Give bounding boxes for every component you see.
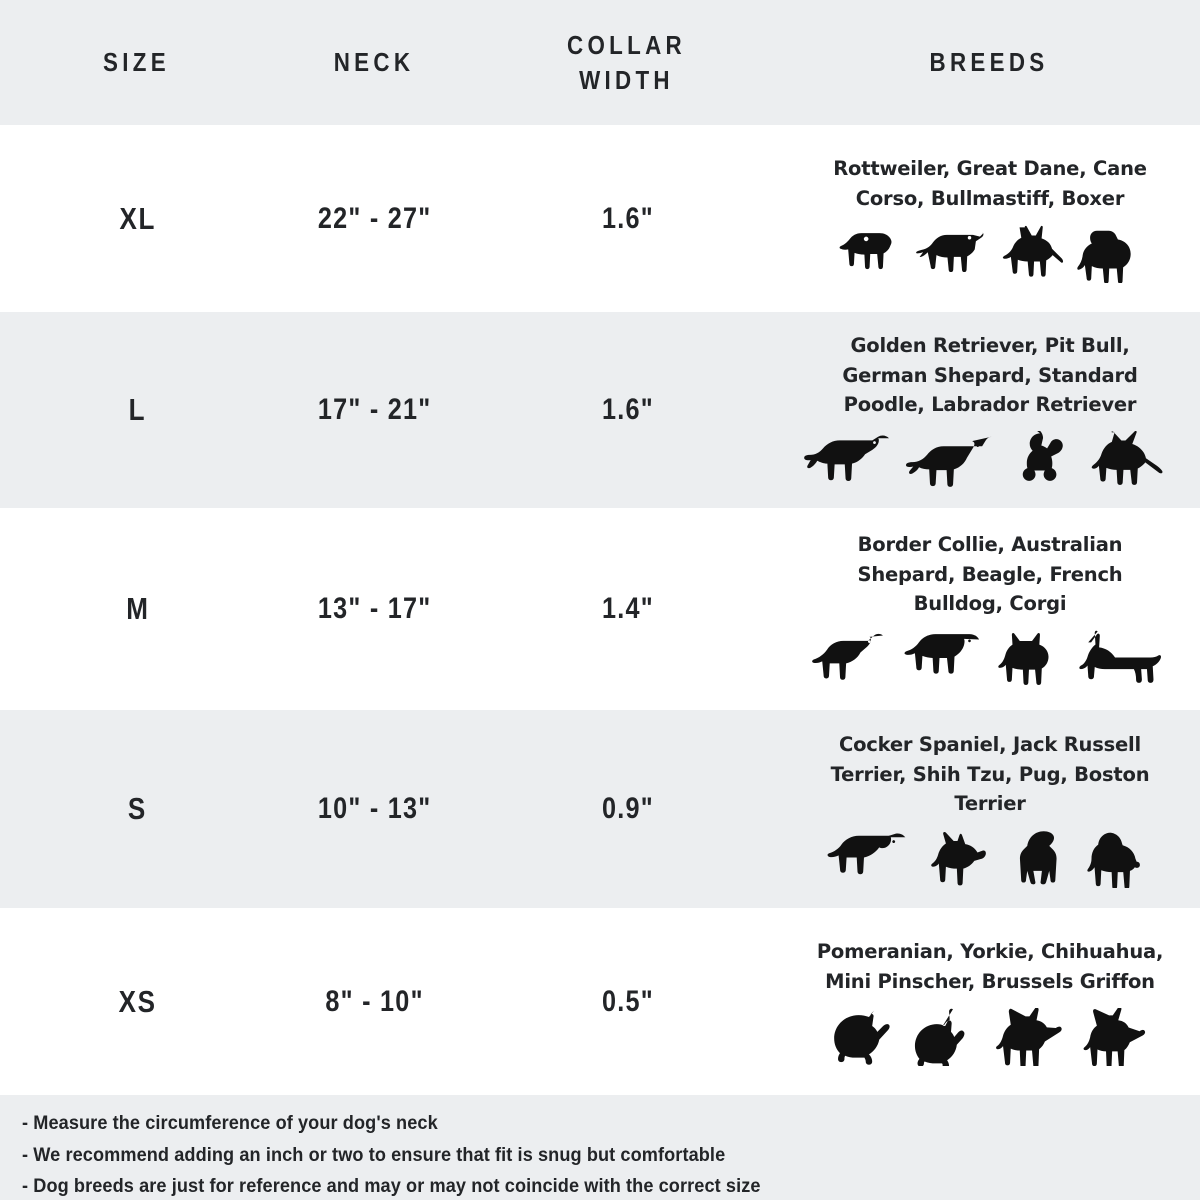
breeds-list: Pomeranian, Yorkie, Chihuahua, Mini Pins… (816, 940, 1164, 993)
chihuahua-silhouette-icon (994, 1007, 1071, 1066)
collar-width-cell: 1.6" (475, 125, 780, 312)
doberman-silhouette-icon (1001, 225, 1065, 283)
size-label: M (125, 591, 150, 626)
neck-cell: 8" - 10" (275, 908, 475, 1095)
column-header-size: SIZE (103, 47, 170, 78)
note-recommend: - We recommend adding an inch or two to … (22, 1143, 726, 1166)
column-header-breeds: BREEDS (929, 47, 1049, 78)
note-reference: - Dog breeds are just for reference and … (22, 1175, 761, 1198)
collar-width-cell: 1.4" (475, 508, 780, 710)
dog-silhouette-group (802, 429, 1179, 489)
note-measure: - Measure the circumference of your dog'… (22, 1112, 438, 1134)
size-cell: S (0, 710, 275, 908)
size-cell: XL (0, 125, 275, 312)
size-label: XS (118, 983, 157, 1019)
breeds-list: Cocker Spaniel, Jack Russell Terrier, Sh… (830, 733, 1150, 816)
dog-silhouette-group (836, 223, 1144, 283)
breeds-cell: Golden Retriever, Pit Bull, German Shepa… (780, 312, 1200, 508)
collar-width-value: 0.9" (601, 792, 654, 825)
breeds-list: Border Collie, Australian Shepard, Beagl… (857, 533, 1123, 616)
neck-cell: 22" - 27" (275, 125, 475, 312)
collar-width-cell: 1.6" (475, 312, 780, 508)
column-header-collar-width: COLLAR WIDTH (495, 28, 757, 97)
size-cell: L (0, 312, 275, 508)
breeds-cell: Cocker Spaniel, Jack Russell Terrier, Sh… (780, 710, 1200, 908)
neck-value: 8" - 10" (325, 984, 425, 1018)
breeds-cell: Rottweiler, Great Dane, Cane Corso, Bull… (780, 125, 1200, 312)
breeds-list: Rottweiler, Great Dane, Cane Corso, Bull… (833, 157, 1147, 210)
jack-russell-silhouette-icon (924, 830, 1001, 888)
neck-value: 10" - 13" (318, 792, 432, 825)
bullmastiff-silhouette-icon (1075, 225, 1145, 283)
table-row: XL 22" - 27" 1.6" Rottweiler, Great Dane… (0, 125, 1200, 312)
table-header-row: SIZE NECK COLLAR WIDTH BREEDS (0, 0, 1200, 125)
collar-width-cell: 0.9" (475, 710, 780, 908)
dog-silhouette-group (812, 628, 1167, 688)
breeds-cell: Border Collie, Australian Shepard, Beagl… (780, 508, 1200, 710)
french-bulldog-silhouette-icon (996, 630, 1063, 688)
neck-cell: 13" - 17" (275, 508, 475, 710)
column-header-neck: NECK (333, 47, 415, 78)
collar-width-cell: 0.5" (475, 908, 780, 1095)
beagle-silhouette-icon (904, 630, 986, 688)
mini-pinscher-silhouette-icon (1081, 1007, 1151, 1066)
table-row: S 10" - 13" 0.9" Cocker Spaniel, Jack Ru… (0, 710, 1200, 908)
cocker-spaniel-silhouette-icon (827, 830, 914, 888)
pomeranian-silhouette-icon (829, 1008, 903, 1066)
shih-tzu-silhouette-icon (1012, 830, 1076, 888)
size-label: L (128, 392, 147, 427)
column-header-collar-width-line1: COLLAR (567, 29, 686, 60)
size-cell: XS (0, 908, 275, 1095)
neck-value: 17" - 21" (318, 393, 432, 426)
neck-value: 22" - 27" (318, 201, 432, 235)
dog-silhouette-group (827, 828, 1153, 888)
poodle-silhouette-icon (1010, 430, 1080, 489)
neck-value: 13" - 17" (318, 592, 432, 625)
neck-cell: 10" - 13" (275, 710, 475, 908)
yorkie-silhouette-icon (913, 1008, 984, 1066)
dog-silhouette-group (829, 1006, 1152, 1066)
rottweiler-silhouette-icon (836, 225, 906, 283)
corgi-silhouette-icon (1073, 630, 1167, 688)
pug-silhouette-icon (1086, 830, 1153, 888)
breeds-cell: Pomeranian, Yorkie, Chihuahua, Mini Pins… (780, 908, 1200, 1095)
labrador-silhouette-icon (905, 431, 1000, 489)
table-row: L 17" - 21" 1.6" Golden Retriever, Pit B… (0, 312, 1200, 508)
size-label: S (127, 791, 148, 826)
collar-width-value: 1.4" (601, 592, 654, 625)
table-row: M 13" - 17" 1.4" Border Collie, Australi… (0, 508, 1200, 710)
collar-width-value: 0.5" (601, 984, 654, 1018)
neck-cell: 17" - 21" (275, 312, 475, 508)
collar-width-value: 1.6" (601, 201, 654, 235)
collar-width-value: 1.6" (601, 393, 654, 426)
breeds-list: Golden Retriever, Pit Bull, German Shepa… (842, 334, 1138, 417)
size-label: XL (119, 200, 156, 236)
table-row: XS 8" - 10" 0.5" Pomeranian, Yorkie, Chi… (0, 908, 1200, 1095)
border-collie-silhouette-icon (812, 630, 894, 688)
size-cell: M (0, 508, 275, 710)
column-header-collar-width-line2: WIDTH (579, 64, 674, 95)
german-shepherd-silhouette-icon (1090, 430, 1179, 489)
golden-retriever-silhouette-icon (802, 431, 896, 489)
great-dane-silhouette-icon (915, 225, 990, 283)
footer-notes: - Measure the circumference of your dog'… (0, 1095, 1200, 1200)
